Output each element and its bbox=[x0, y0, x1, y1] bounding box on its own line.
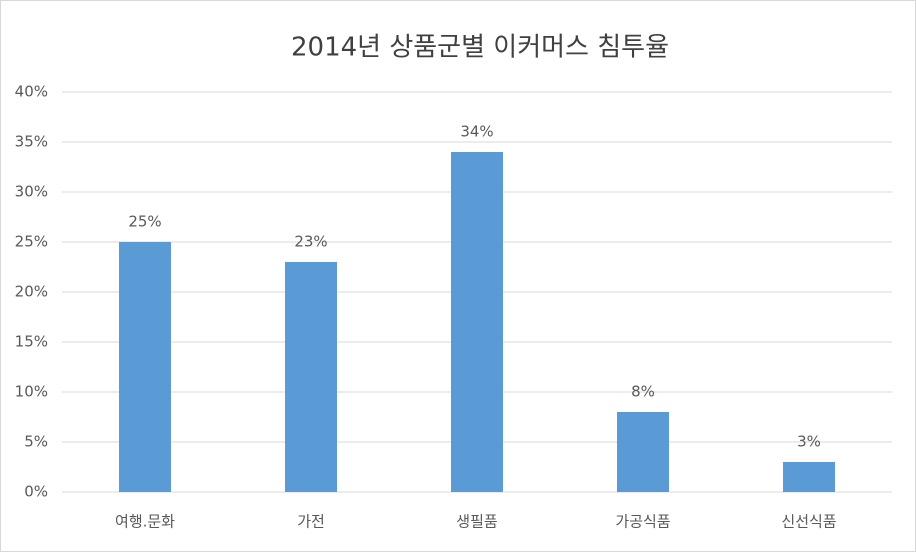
x-tick-label: 여행.문화 bbox=[115, 513, 175, 531]
value-label: 25% bbox=[128, 213, 161, 231]
x-tick-label: 생필품 bbox=[456, 513, 497, 531]
bar bbox=[783, 462, 835, 492]
y-tick-label: 40% bbox=[15, 83, 48, 101]
value-label: 23% bbox=[294, 233, 327, 251]
y-tick-label: 30% bbox=[15, 183, 48, 201]
y-tick-label: 25% bbox=[15, 233, 48, 251]
value-label: 8% bbox=[631, 383, 655, 401]
bar bbox=[285, 262, 337, 492]
bar bbox=[451, 152, 503, 492]
x-tick-label: 가전 bbox=[297, 513, 325, 531]
chart-title: 2014년 상품군별 이커머스 침투율 bbox=[291, 33, 669, 63]
x-tick-label: 신선식품 bbox=[781, 513, 836, 531]
y-tick-label: 5% bbox=[24, 433, 48, 451]
y-tick-label: 35% bbox=[15, 133, 48, 151]
bar bbox=[617, 412, 669, 492]
y-tick-label: 20% bbox=[15, 283, 48, 301]
bar bbox=[119, 242, 171, 492]
y-tick-label: 0% bbox=[24, 483, 48, 501]
x-tick-label: 가공식품 bbox=[615, 513, 670, 531]
y-tick-label: 15% bbox=[15, 333, 48, 351]
value-label: 3% bbox=[797, 433, 821, 451]
value-label: 34% bbox=[460, 123, 493, 141]
y-tick-label: 10% bbox=[15, 383, 48, 401]
